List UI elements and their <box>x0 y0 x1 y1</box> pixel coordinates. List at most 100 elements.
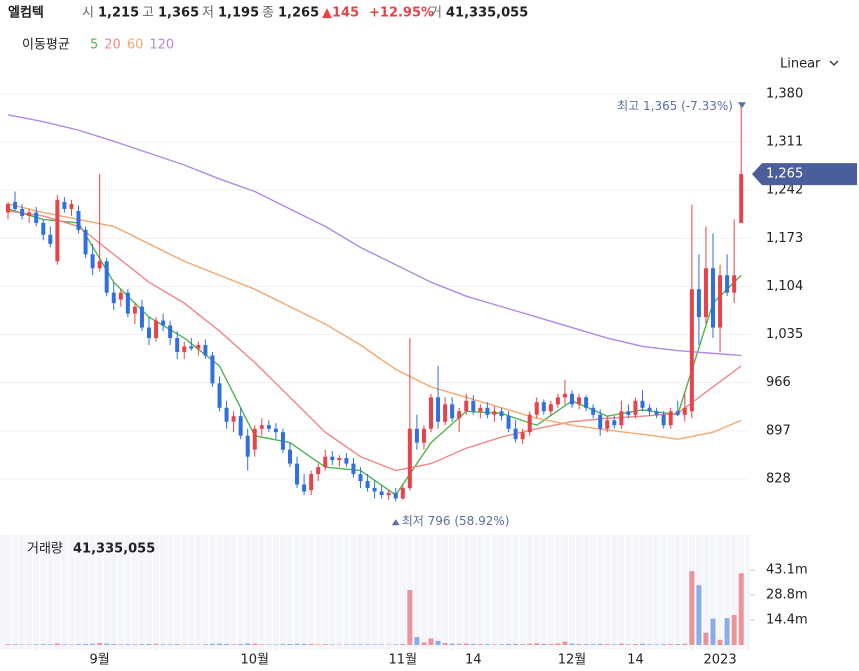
candle-body <box>591 407 596 415</box>
volume-bar <box>315 644 321 645</box>
y-tick-label: 1,104 <box>766 279 803 294</box>
volume-bar <box>139 644 145 645</box>
volume-bar <box>590 644 596 645</box>
candle-body <box>711 268 715 328</box>
volume-bar <box>647 644 653 645</box>
y-tick-label: 1,242 <box>766 183 803 198</box>
candle-body <box>302 484 307 492</box>
volume-bar <box>597 643 603 645</box>
candle-body <box>478 407 483 412</box>
candle-body <box>104 261 109 293</box>
candle-body <box>640 400 645 408</box>
volume-bar <box>738 573 744 645</box>
candle-body <box>414 428 419 443</box>
moving-average <box>7 114 742 357</box>
dropdown-icon[interactable] <box>829 60 839 66</box>
candle-body <box>97 261 102 269</box>
candle-body <box>175 338 180 352</box>
header-value: 1,265 <box>278 6 319 21</box>
candle-body <box>203 345 208 356</box>
candle-body <box>48 234 53 244</box>
volume-bar <box>259 644 265 645</box>
low-marker <box>391 519 400 526</box>
candle-body <box>520 432 525 440</box>
volume-bar <box>717 639 723 645</box>
volume-bar <box>618 643 624 645</box>
candle-body <box>598 414 603 429</box>
candle-body <box>358 474 363 482</box>
volume-bar <box>491 644 497 645</box>
volume-bar <box>294 643 300 645</box>
candle-body <box>20 208 25 216</box>
volume-bar <box>245 643 251 645</box>
volume-bar <box>125 644 131 645</box>
candle-body <box>365 481 370 489</box>
candle-body <box>541 402 546 412</box>
volume-bar <box>689 571 695 645</box>
ma-legend: 120 <box>149 38 174 53</box>
volume-bar <box>12 644 18 645</box>
volume-bar <box>414 637 420 645</box>
volume-bar <box>442 642 448 645</box>
candle-body <box>506 416 511 429</box>
volume-bar <box>280 644 286 645</box>
candle-body <box>739 174 744 223</box>
x-tick-label: 9월 <box>90 653 110 668</box>
volume-bar <box>534 643 540 645</box>
ma-legend: 60 <box>127 38 144 53</box>
x-tick-label: 10월 <box>240 653 269 668</box>
volume-bar <box>301 643 307 645</box>
ma-legend: 20 <box>104 38 121 53</box>
volume-bar <box>555 643 561 645</box>
volume-bar <box>217 643 222 645</box>
volume-bar <box>435 640 441 645</box>
volume-bar <box>484 644 490 645</box>
candle-body <box>393 492 398 499</box>
volume-bar <box>400 643 406 645</box>
candle-body <box>132 306 137 314</box>
y-tick-label: 1,311 <box>766 134 803 149</box>
y-tick-label: 828 <box>766 471 791 486</box>
candle-body <box>555 397 560 405</box>
volume-bar <box>611 644 617 645</box>
volume-bar <box>61 644 67 645</box>
header-label: 고 <box>142 6 154 21</box>
candle-body <box>266 425 271 429</box>
volume-bar <box>287 643 293 645</box>
candle-body <box>125 292 130 314</box>
volume-bar <box>167 644 173 645</box>
candle-body <box>605 420 610 429</box>
volume-bar <box>506 643 512 645</box>
candle-body <box>210 355 215 384</box>
candle-body <box>161 320 166 326</box>
volume-bar <box>231 644 237 645</box>
candle-body <box>457 411 462 419</box>
volume-bar <box>146 643 152 645</box>
candle-body <box>464 400 469 412</box>
candle-body <box>90 254 95 269</box>
candle-body <box>224 407 229 422</box>
candle-body <box>139 306 144 328</box>
volume-bar <box>513 643 519 645</box>
volume-bar <box>541 643 547 645</box>
volume-bar <box>33 644 39 645</box>
candle-body <box>330 456 335 461</box>
y-tick-label: 966 <box>766 375 791 390</box>
volume-bar <box>421 642 427 645</box>
candle-body <box>62 201 67 209</box>
volume-bar <box>724 618 730 645</box>
moving-average <box>7 210 742 472</box>
candle-body <box>55 199 60 262</box>
volume-bar <box>266 644 272 645</box>
change-pct: +12.95% <box>369 6 434 21</box>
y-tick-label: 897 <box>766 423 791 438</box>
change: ▲145 <box>322 6 359 21</box>
volume-bar <box>386 644 392 645</box>
candle-body <box>654 411 659 415</box>
candle-body <box>400 488 405 499</box>
candle-body <box>182 346 187 352</box>
volume-bar <box>393 644 399 645</box>
volume-title: 거래량 <box>27 542 63 557</box>
scale-mode[interactable]: Linear <box>780 57 821 72</box>
candle-body <box>492 411 497 415</box>
